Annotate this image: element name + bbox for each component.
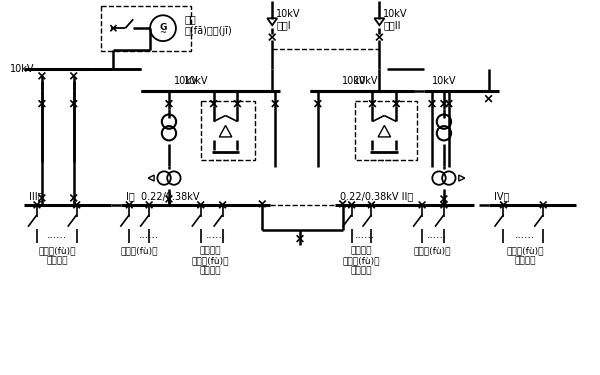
- Text: 保障負(fù)荷: 保障負(fù)荷: [192, 256, 229, 265]
- Text: 10kV: 10kV: [173, 76, 198, 86]
- Text: G: G: [160, 23, 167, 32]
- Text: 10kV: 10kV: [343, 76, 367, 86]
- Text: 10kV: 10kV: [184, 76, 208, 86]
- Text: 一般負(fù)荷: 一般負(fù)荷: [413, 246, 451, 255]
- Text: （備用）: （備用）: [515, 256, 536, 265]
- Text: 發(fā)電機(jī): 發(fā)電機(jī): [185, 26, 233, 36]
- Text: ......: ......: [427, 230, 447, 240]
- Text: I段  0.22/0.38kV: I段 0.22/0.38kV: [126, 191, 200, 201]
- Text: ......: ......: [47, 230, 67, 240]
- Text: III段: III段: [29, 191, 44, 201]
- Text: 10kV: 10kV: [383, 9, 408, 20]
- Text: （工作）: （工作）: [46, 256, 68, 265]
- Text: 電源I: 電源I: [276, 20, 291, 30]
- Text: 10kV: 10kV: [354, 76, 379, 86]
- Text: 0.22/0.38kV II段: 0.22/0.38kV II段: [340, 191, 413, 201]
- Text: 一般負(fù)荷: 一般負(fù)荷: [121, 246, 158, 255]
- Text: 柴油: 柴油: [185, 14, 197, 24]
- Text: 消防負(fù)荷: 消防負(fù)荷: [506, 246, 544, 255]
- Text: ~: ~: [160, 28, 167, 37]
- Text: 非消防的: 非消防的: [351, 246, 372, 255]
- Text: （工作）: （工作）: [351, 266, 372, 275]
- Text: ......: ......: [355, 230, 374, 240]
- Text: 電源II: 電源II: [383, 20, 401, 30]
- Text: ......: ......: [515, 230, 535, 240]
- Text: 消防負(fù)荷: 消防負(fù)荷: [38, 246, 76, 255]
- Text: （備用）: （備用）: [200, 266, 221, 275]
- Text: ......: ......: [206, 230, 226, 240]
- Text: ......: ......: [139, 230, 159, 240]
- Text: 10kV: 10kV: [431, 76, 456, 86]
- Text: 10kV: 10kV: [10, 64, 35, 74]
- Text: 10kV: 10kV: [276, 9, 301, 20]
- Text: IV段: IV段: [494, 191, 509, 201]
- Text: 非消防的: 非消防的: [200, 246, 221, 255]
- Text: 保障負(fù)荷: 保障負(fù)荷: [343, 256, 380, 265]
